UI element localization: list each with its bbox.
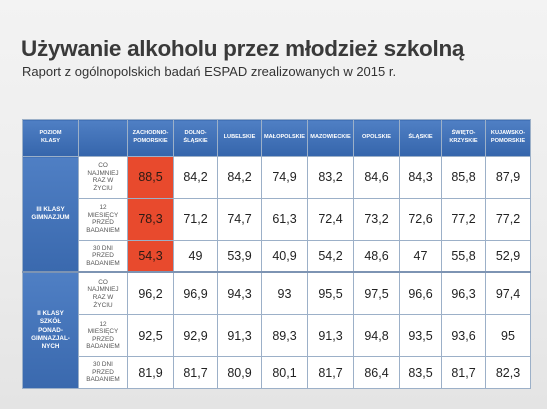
header-region: MAŁOPOLSKIE — [261, 119, 308, 157]
value-cell: 47 — [399, 239, 442, 273]
value-cell: 82,3 — [485, 356, 531, 389]
value-cell: 93,6 — [441, 314, 486, 358]
value-cell: 96,3 — [441, 271, 486, 316]
value-cell: 54,2 — [307, 239, 354, 273]
value-cell: 53,9 — [217, 239, 262, 273]
value-cell: 54,3 — [127, 239, 174, 273]
header-region: ŚLĄSKIE — [399, 119, 442, 157]
value-cell: 72,4 — [307, 197, 354, 241]
header-region: DOLNO- ŚLĄSKIE — [173, 119, 218, 157]
value-cell: 94,3 — [217, 271, 262, 316]
value-cell: 88,5 — [127, 156, 174, 199]
table-row: 12 MIESIĘCY PRZED BADANIEM 78,3 71,2 74,7 61… — [23, 197, 531, 241]
period-label: 12 MIESIĘCY PRZED BADANIEM — [78, 197, 128, 241]
header-region: LUBELSKIE — [217, 119, 262, 157]
value-cell: 87,9 — [485, 156, 531, 199]
value-cell: 40,9 — [261, 239, 308, 273]
value-cell: 86,4 — [353, 356, 400, 389]
value-cell: 78,3 — [127, 197, 174, 241]
value-cell: 80,1 — [261, 356, 308, 389]
header-region: OPOLSKIE — [353, 119, 400, 157]
page-title: Używanie alkoholu przez młodzież szkolną — [21, 36, 465, 61]
value-cell: 84,2 — [217, 156, 262, 199]
value-cell: 74,7 — [217, 197, 262, 241]
period-label: 30 DNI PRZED BADANIEM — [78, 356, 128, 389]
header-region: ZACHODNIO- POMORSKIE — [127, 119, 174, 157]
value-cell: 84,2 — [173, 156, 218, 199]
value-cell: 92,5 — [127, 314, 174, 358]
value-cell: 91,3 — [217, 314, 262, 358]
value-cell: 97,4 — [485, 271, 531, 316]
page-subtitle: Raport z ogólnopolskich badań ESPAD zrea… — [22, 64, 397, 79]
value-cell: 71,2 — [173, 197, 218, 241]
group-label: III KLASY GIMNAZJUM — [22, 156, 79, 273]
value-cell: 84,6 — [353, 156, 400, 199]
table-row: 30 DNI PRZED BADANIEM 54,3 49 53,9 40,9 54,2 4… — [23, 239, 531, 273]
table-row: 12 MIESIĘCY PRZED BADANIEM 92,5 92,9 91,3 89… — [23, 314, 531, 358]
value-cell: 92,9 — [173, 314, 218, 358]
period-label: 30 DNI PRZED BADANIEM — [78, 239, 128, 273]
value-cell: 89,3 — [261, 314, 308, 358]
value-cell: 93,5 — [399, 314, 442, 358]
value-cell: 97,5 — [353, 271, 400, 316]
table-row: III KLASY GIMNAZJUM CO NAJMNIEJ RAZ W ŻYC… — [22, 156, 531, 273]
value-cell: 77,2 — [441, 197, 486, 241]
value-cell: 84,3 — [399, 156, 442, 199]
header-region: MAZOWIECKIE — [307, 119, 354, 157]
value-cell: 61,3 — [261, 197, 308, 241]
value-cell: 81,7 — [441, 356, 486, 389]
value-cell: 48,6 — [353, 239, 400, 273]
value-cell: 81,7 — [173, 356, 218, 389]
value-cell: 96,9 — [173, 271, 218, 316]
value-cell: 49 — [173, 239, 218, 273]
value-cell: 96,2 — [127, 271, 174, 316]
value-cell: 72,6 — [399, 197, 442, 241]
header-period — [78, 119, 128, 157]
value-cell: 93 — [261, 271, 308, 316]
value-cell: 81,9 — [127, 356, 174, 389]
table-row: 30 DNI PRZED BADANIEM 81,9 81,7 80,9 80,1 81,… — [23, 356, 531, 389]
group-label: II KLASY SZKÓŁ PONAD- GIMNAZJAL- NYCH — [22, 271, 79, 390]
period-label: 12 MIESIĘCY PRZED BADANIEM — [78, 314, 128, 358]
value-cell: 94,8 — [353, 314, 400, 358]
value-cell: 52,9 — [485, 239, 531, 273]
value-cell: 74,9 — [261, 156, 308, 199]
header-region: KUJAWSKO- POMORSKIE — [485, 119, 531, 157]
table-row: II KLASY SZKÓŁ PONAD- GIMNAZJAL- NYCH CO … — [22, 271, 531, 390]
value-cell: 91,3 — [307, 314, 354, 358]
value-cell: 80,9 — [217, 356, 262, 389]
value-cell: 83,5 — [399, 356, 442, 389]
header-row: POZIOM KLASY ZACHODNIO- POMORSKIE DOLNO-… — [22, 119, 531, 157]
period-label: CO NAJMNIEJ RAZ W ŻYCIU — [78, 156, 128, 199]
value-cell: 95 — [485, 314, 531, 358]
value-cell: 55,8 — [441, 239, 486, 273]
header-level-class: POZIOM KLASY — [22, 119, 79, 157]
period-label: CO NAJMNIEJ RAZ W ŻYCIU — [78, 271, 128, 316]
header-region: ŚWIĘTO- KRZYSKIE — [441, 119, 486, 157]
value-cell: 77,2 — [485, 197, 531, 241]
value-cell: 81,7 — [307, 356, 354, 389]
value-cell: 96,6 — [399, 271, 442, 316]
value-cell: 73,2 — [353, 197, 400, 241]
data-table: POZIOM KLASY ZACHODNIO- POMORSKIE DOLNO-… — [22, 119, 531, 390]
value-cell: 95,5 — [307, 271, 354, 316]
value-cell: 85,8 — [441, 156, 486, 199]
value-cell: 83,2 — [307, 156, 354, 199]
